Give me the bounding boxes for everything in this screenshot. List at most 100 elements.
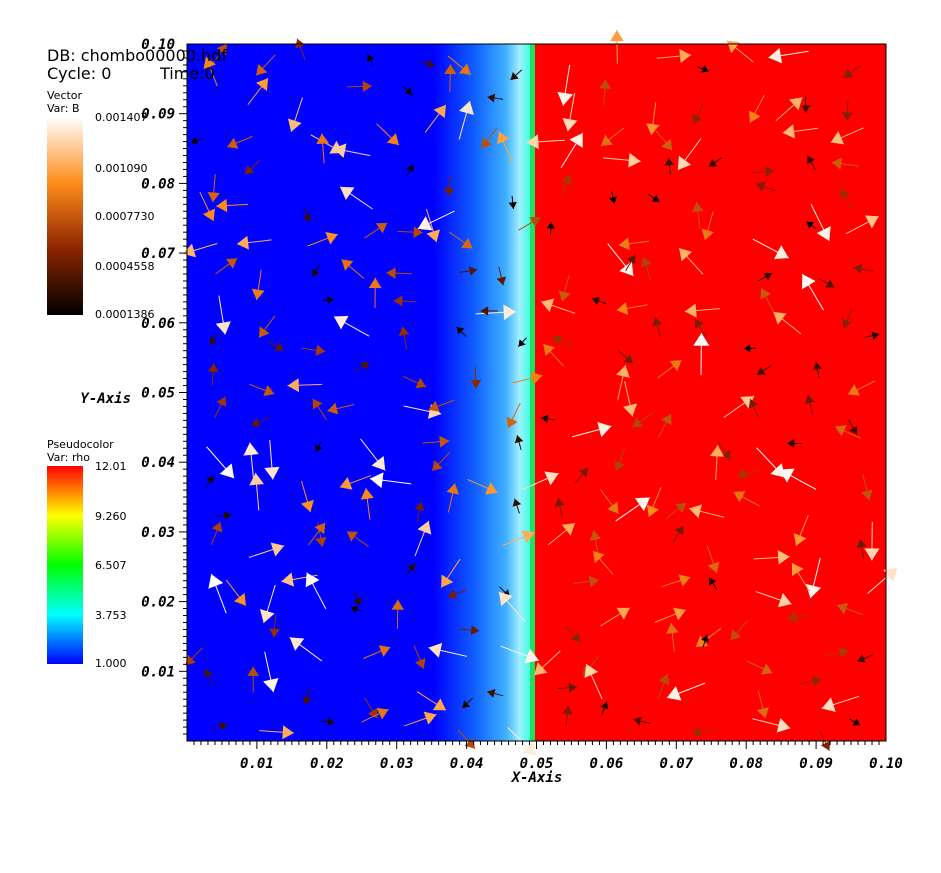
vector-arrow [363,645,391,659]
vector-arrow [422,435,450,448]
vector-arrow [210,521,223,546]
vector-arrow [542,343,565,367]
vector-arrow [861,474,873,501]
vector-arrow [321,296,334,305]
vector-arrow [768,47,809,64]
vector-arrow [847,380,876,396]
vector-arrow [247,77,269,105]
vector-arrow [746,660,773,675]
vector-arrow [799,676,822,687]
vector-arrow [646,102,660,136]
vector-arrow [456,326,467,337]
vector-arrow [402,375,427,389]
pseudocolor-legend-var: Var: rho [47,451,90,464]
vector-arrow [610,30,624,64]
vector-arrow [341,258,365,279]
vector-arrow [500,645,540,664]
vector-arrow [752,717,791,733]
vector-arrow [360,438,386,471]
vector-arrow [589,530,602,557]
x-tick-label: 0.07 [659,756,693,772]
vector-arrow [818,278,835,288]
vector-arrow [302,207,311,223]
vector-arrow [475,304,517,321]
vector-arrow [752,238,789,260]
vector-arrow [487,93,504,103]
vector-arrow [616,365,630,400]
vector-arrow [522,471,559,490]
vector-arrow [314,440,323,453]
vector-arrow [787,611,811,623]
vector-arrow [552,335,574,348]
vector-arrow [209,332,219,346]
pseudocolor-legend-title: Pseudocolor [47,438,114,451]
vector-arrow [691,726,715,738]
vector-arrow [842,308,853,329]
vector-arrow [666,682,706,701]
x-tick-label: 0.03 [380,756,414,772]
vector-arrow [446,483,459,513]
vector-arrow [654,607,687,623]
database-label: DB: chombo00000.hdf [47,46,227,65]
y-tick-label: 0.03 [141,525,175,541]
vector-arrow [369,472,412,489]
vector-arrow [312,264,321,277]
vector-arrow [867,567,898,594]
x-axis-ticks: 0.01 0.02 0.03 0.04 0.05 0.06 0.07 0.08 0.09 0.10 [193,741,903,772]
vector-arrow [701,211,714,241]
vector-arrow [496,131,513,163]
vector-arrow [665,502,687,520]
vector-arrow [211,721,228,731]
vector-arrow [459,266,478,276]
vector-arrow [205,475,214,488]
vector-arrow [416,691,447,711]
vector-arrow [258,315,276,338]
vector-arrow [600,607,631,627]
vector-arrow [487,689,504,698]
x-axis-title: X-Axis [511,770,563,786]
vector-arrow [247,666,260,693]
vector-arrow [693,332,710,375]
vector-arrow [508,195,517,209]
vector-arrow [758,272,773,282]
vector-arrow [287,378,323,393]
vector-arrow [736,468,761,480]
vector-arrow [397,226,423,238]
vector-arrow [782,124,819,139]
vector-arrow [514,435,524,450]
vector-arrow [701,634,709,648]
vector-arrow [772,311,802,335]
vector-arrow [305,572,327,610]
vector-arrow [418,59,435,68]
vector-arrow [706,545,720,574]
vector-arrow [557,64,573,106]
rho-interface [530,44,535,741]
vector-arrow [760,287,775,313]
vector-arrow [386,267,412,279]
vector-arrow [834,425,862,439]
vector-arrow [346,80,373,93]
vector-arrow [364,222,388,239]
vector-arrow [182,243,218,258]
vector-arrow [333,315,370,337]
vector-arrow [748,94,765,123]
vector-arrow [807,155,816,170]
vector-arrow [560,132,584,169]
vector-arrow [459,625,480,636]
vector-arrow [831,157,860,170]
vector-arrow [618,237,650,251]
vector-arrow [684,303,721,318]
vector-arrow [547,522,576,546]
vector-arrow [361,707,389,723]
vector-arrow [251,269,265,301]
y-axis-ticks: 0.01 0.02 0.03 0.04 0.05 0.06 0.07 0.08 0.09 0.10 [141,37,187,735]
vector-arrow [327,402,355,415]
vector-legend-tick: 0.0007730 [95,210,155,223]
vector-arrow [225,579,247,606]
vector-arrow [546,221,555,235]
vector-arrow [591,296,607,306]
vector-arrow [755,590,792,608]
vector-arrow [440,558,461,588]
vector-arrow [215,295,231,335]
